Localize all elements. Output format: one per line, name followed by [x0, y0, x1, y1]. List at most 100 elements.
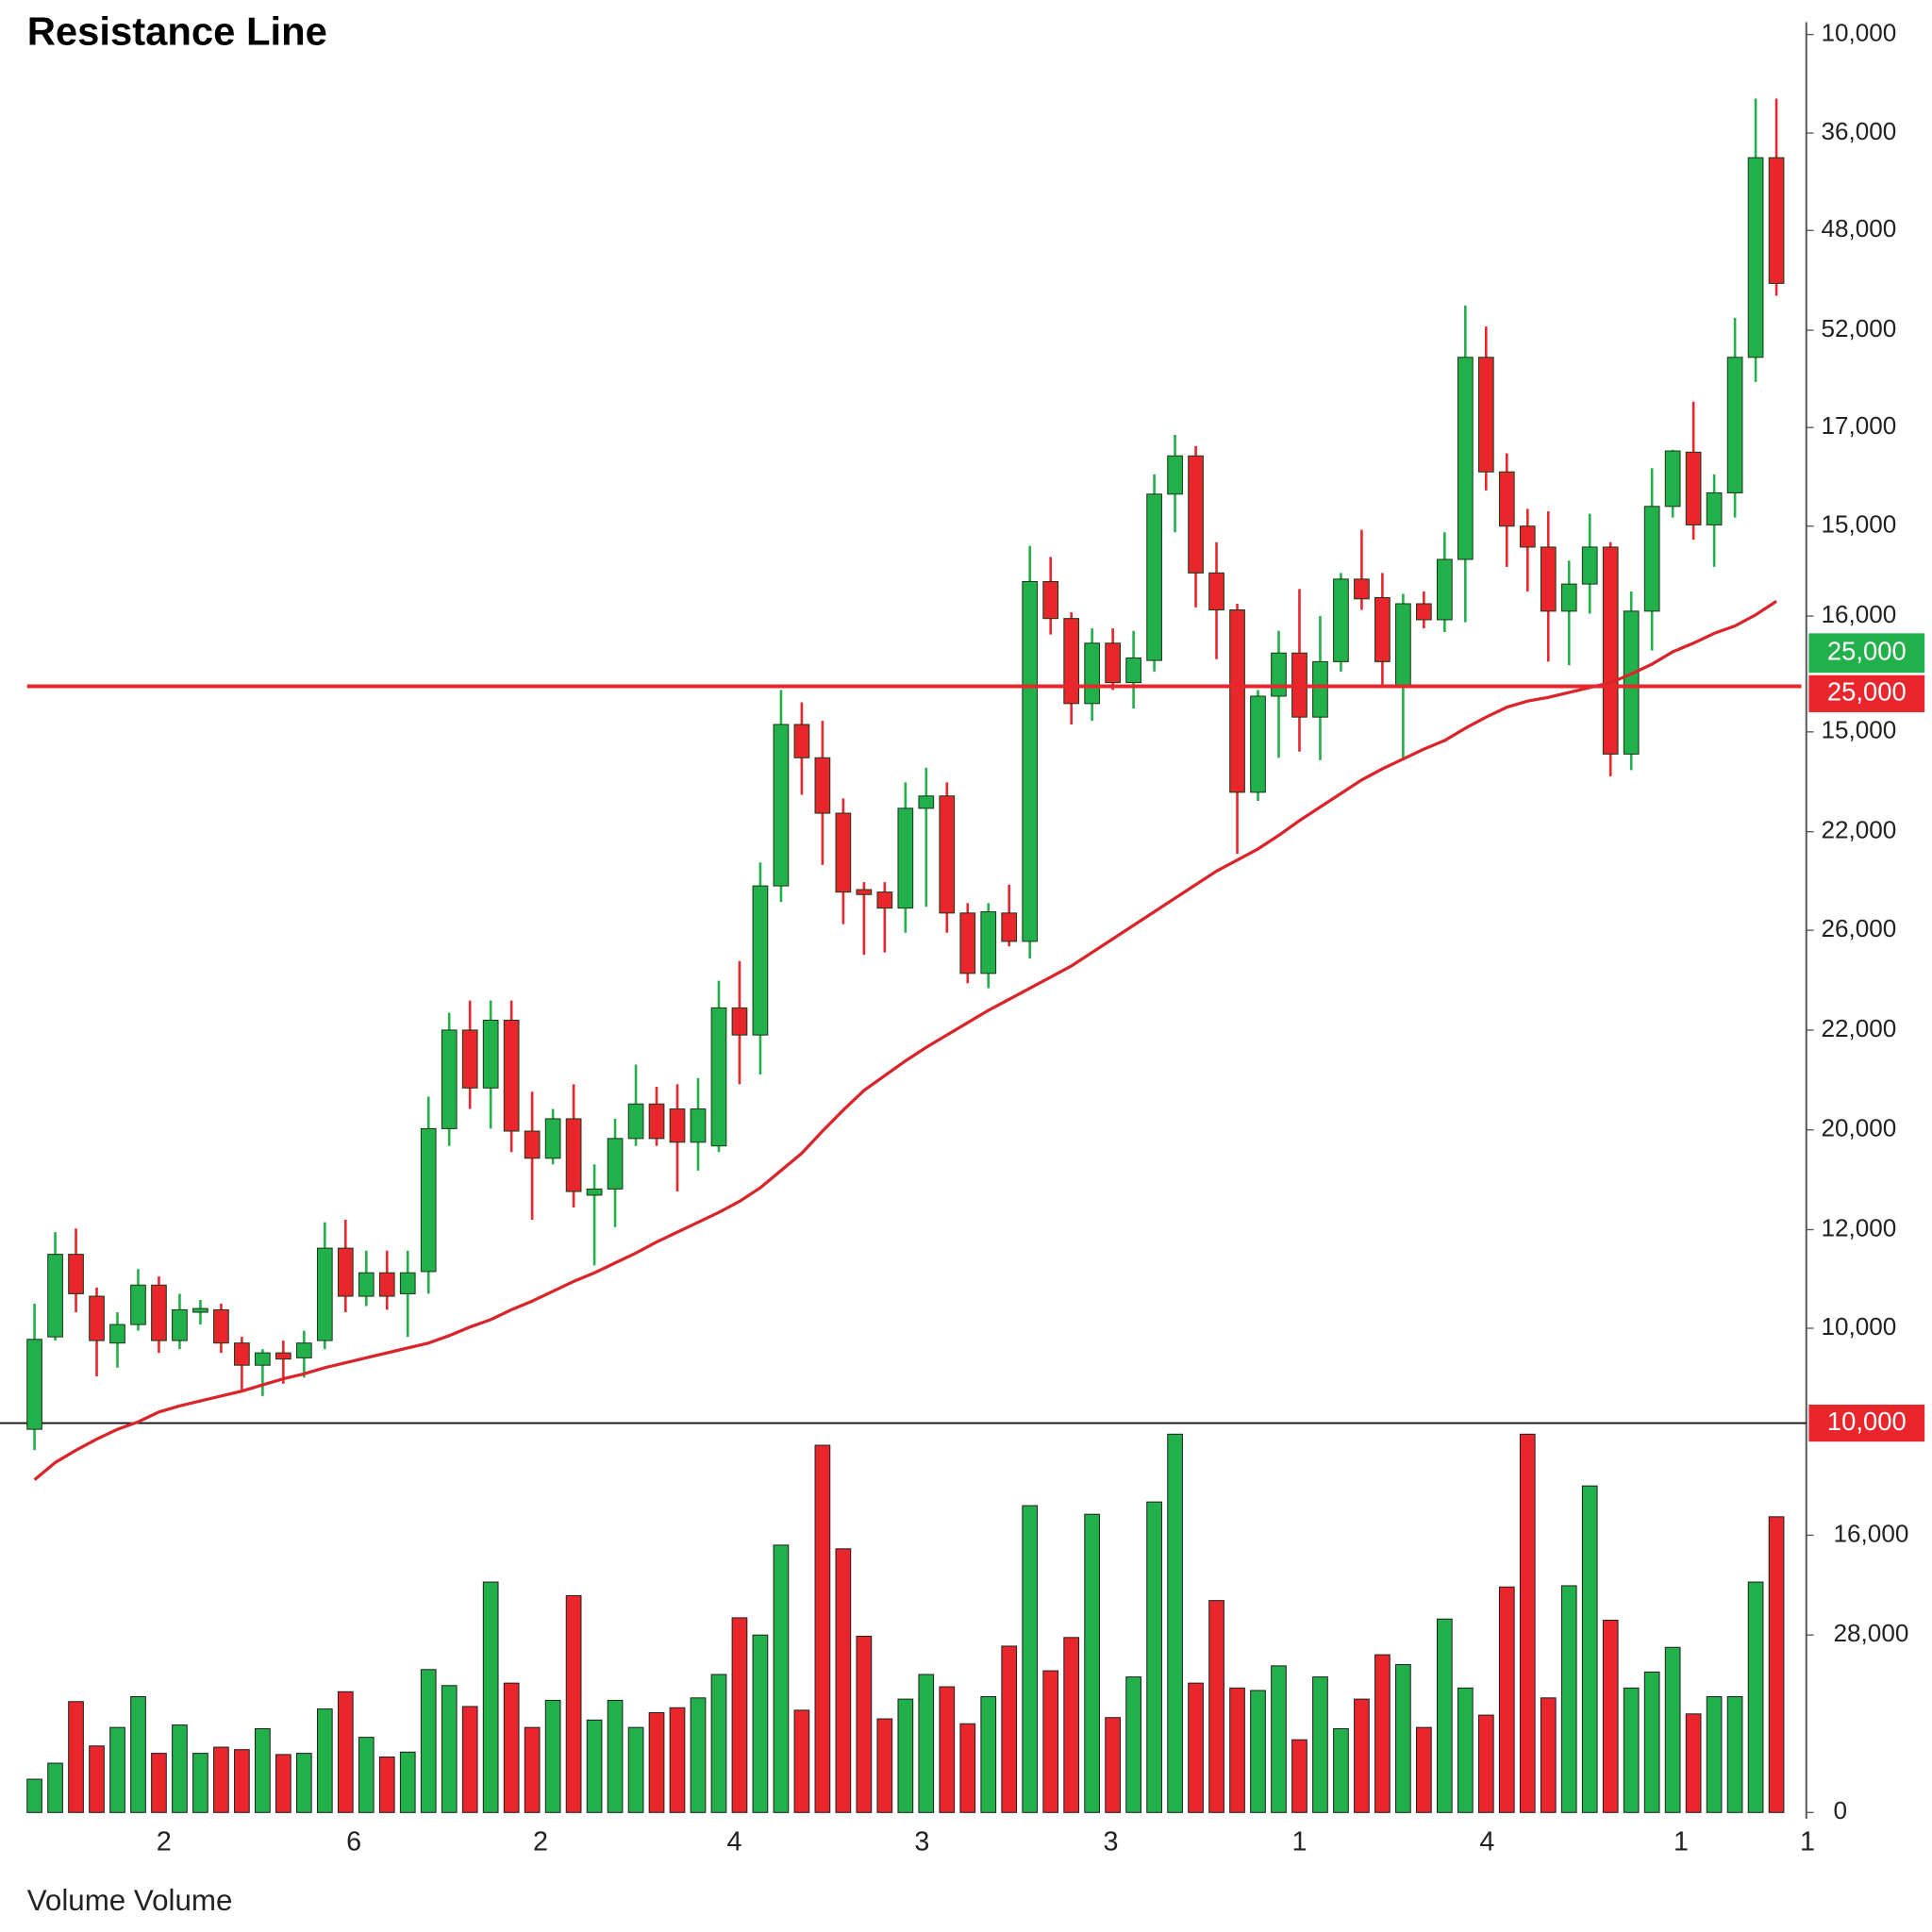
candle-body — [130, 1284, 146, 1325]
volume-bar — [1354, 1698, 1370, 1813]
candle-body — [1208, 572, 1224, 611]
candle-body — [607, 1138, 624, 1190]
volume-bar — [586, 1719, 603, 1813]
candle-body — [1436, 558, 1453, 621]
volume-tick-label: 28,000 — [1834, 1619, 1909, 1647]
candle-body — [690, 1108, 707, 1143]
x-tick-label: 6 — [346, 1827, 361, 1857]
candle-body — [1498, 471, 1515, 527]
baseline-badge — [1808, 1404, 1925, 1442]
candle-body — [192, 1307, 208, 1313]
candle-body — [1519, 525, 1536, 548]
candle-body — [1643, 506, 1660, 612]
moving-average — [33, 600, 1777, 1481]
volume-bar — [441, 1685, 458, 1813]
y-tick-label: 12,000 — [1821, 1213, 1896, 1241]
y-tick-label: 16,000 — [1821, 600, 1896, 628]
volume-bar — [1726, 1696, 1743, 1813]
candle-body — [1250, 695, 1266, 793]
volume-bar — [68, 1701, 84, 1813]
x-tick-label: 3 — [914, 1827, 929, 1857]
volume-bar — [1643, 1671, 1660, 1813]
resistance-badge — [1808, 675, 1925, 712]
candle-body — [1167, 455, 1183, 495]
candle-body — [959, 912, 976, 974]
volume-bar — [213, 1746, 229, 1813]
candle-body — [1395, 603, 1411, 688]
x-tick-label: 2 — [533, 1827, 548, 1857]
volume-bar — [109, 1726, 125, 1813]
candle-body — [773, 724, 790, 887]
y-tick-label: 36,000 — [1821, 117, 1896, 145]
candle-body — [275, 1352, 291, 1360]
candle-body — [1726, 357, 1743, 493]
chart-title: Resistance Line — [27, 9, 327, 54]
candle-body — [814, 757, 831, 814]
volume-bar — [130, 1696, 146, 1813]
volume-bar — [1063, 1637, 1080, 1813]
candle-body — [213, 1308, 229, 1344]
volume-bar — [627, 1726, 644, 1813]
candle-body — [337, 1247, 354, 1297]
candle-body — [1457, 357, 1474, 560]
candle-body — [1312, 660, 1328, 718]
candle-body — [420, 1127, 437, 1273]
candle-body — [1042, 580, 1059, 620]
volume-bar — [690, 1697, 707, 1813]
candle-body — [1354, 578, 1370, 600]
volume-bar — [1519, 1433, 1536, 1813]
volume-bar — [1747, 1581, 1764, 1813]
candle-body — [544, 1118, 561, 1159]
volume-bar — [1250, 1690, 1266, 1813]
volume-bar — [1167, 1433, 1183, 1813]
volume-bar — [1042, 1670, 1059, 1813]
baseline-label: 10,000 — [1827, 1407, 1907, 1436]
volume-bar — [234, 1749, 250, 1813]
volume-bar — [1084, 1513, 1101, 1813]
y-tick-label: 10,000 — [1821, 1312, 1896, 1341]
volume-bar — [897, 1698, 914, 1813]
volume-bar — [47, 1762, 63, 1813]
volume-bar — [89, 1745, 105, 1813]
candle-body — [1560, 583, 1577, 612]
candle-body — [918, 795, 935, 809]
volume-bar — [275, 1754, 291, 1813]
volume-bar — [1022, 1505, 1039, 1813]
y-tick-label: 22,000 — [1821, 1014, 1896, 1042]
candle-body — [1271, 652, 1287, 697]
volume-bar — [1540, 1697, 1557, 1813]
candle-body — [255, 1352, 271, 1366]
volume-bar — [1208, 1600, 1224, 1813]
volume-bar — [524, 1726, 541, 1813]
candle-body — [1747, 157, 1764, 358]
x-tick-label: 4 — [726, 1827, 741, 1857]
candle-body — [151, 1284, 167, 1341]
candle-body — [1416, 603, 1432, 621]
x-tick-label: 1 — [1291, 1827, 1307, 1857]
last-price-badge — [1808, 633, 1925, 674]
volume-bar — [939, 1686, 956, 1813]
volume-bar — [710, 1674, 727, 1813]
volume-bar — [1146, 1501, 1162, 1813]
y-tick-label: 15,000 — [1821, 716, 1896, 744]
candle-body — [358, 1272, 375, 1297]
volume-bar — [1188, 1682, 1204, 1813]
candle-body — [109, 1324, 125, 1344]
y-tick-label: 15,000 — [1821, 510, 1896, 539]
volume-bar — [1581, 1485, 1598, 1813]
candle-body — [1022, 580, 1039, 942]
volume-bar — [1664, 1646, 1681, 1813]
candle-body — [731, 1007, 748, 1036]
candle-body — [1664, 450, 1681, 508]
candle-body — [1001, 912, 1018, 942]
candle-body — [1706, 491, 1723, 525]
volume-bar — [337, 1690, 354, 1813]
volume-bar — [980, 1696, 997, 1813]
volume-bar — [1457, 1687, 1474, 1813]
volume-bar — [1312, 1676, 1328, 1813]
candle-body — [89, 1295, 105, 1341]
volume-bar — [1560, 1585, 1577, 1813]
volume-bar — [1685, 1713, 1702, 1813]
